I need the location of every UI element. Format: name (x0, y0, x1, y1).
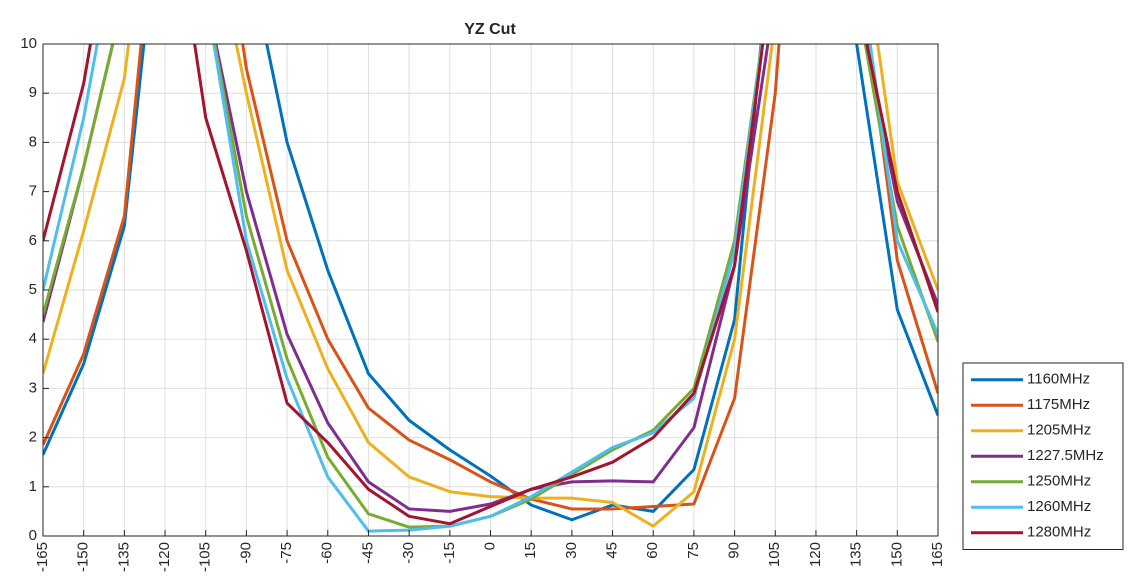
series-line (43, 44, 938, 522)
legend-label: 1205MHz (1027, 422, 1091, 439)
y-tick-label: 8 (29, 133, 37, 150)
series-line (43, 44, 938, 513)
y-tick-label: 6 (29, 232, 37, 249)
x-tick-label: -30 (400, 542, 417, 564)
x-tick-label: -90 (237, 542, 254, 564)
lines (43, 44, 938, 533)
x-tick-label: 135 (848, 542, 865, 567)
y-tick-label: 4 (29, 330, 37, 347)
series-line (43, 44, 938, 526)
x-tick-label: -120 (156, 542, 173, 572)
series-line (43, 44, 938, 533)
legend-label: 1250MHz (1027, 473, 1091, 490)
x-tick-label: -165 (34, 542, 51, 572)
legend-label: 1175MHz (1027, 396, 1090, 413)
x-tick-label: -105 (197, 542, 214, 572)
legend-label: 1160MHz (1027, 371, 1090, 388)
y-tick-label: 7 (29, 183, 37, 200)
y-tick-label: 5 (29, 281, 37, 298)
x-tick-label: -135 (115, 542, 132, 572)
y-tick-label: 9 (29, 84, 37, 101)
x-tick-label: 75 (685, 542, 702, 559)
x-tick-label: 30 (563, 542, 580, 559)
legend-label: 1260MHz (1027, 498, 1091, 515)
legend-label: 1280MHz (1027, 524, 1091, 541)
chart-title: YZ Cut (464, 21, 516, 38)
x-tick-label: 45 (604, 542, 621, 559)
x-tick-label: -60 (319, 542, 336, 564)
y-tick-label: 3 (29, 379, 37, 396)
y-tick-label: 0 (29, 527, 37, 544)
y-tick-label: 10 (20, 35, 37, 52)
x-tick-label: 105 (766, 542, 783, 567)
x-tick-label: 15 (522, 542, 539, 559)
y-tick-label: 2 (29, 429, 37, 446)
series-line (43, 44, 938, 528)
x-tick-label: -15 (441, 542, 458, 564)
x-tick-label: -150 (75, 542, 92, 572)
x-tick-label: -75 (278, 542, 295, 564)
x-tick-label: 165 (929, 542, 946, 567)
x-tick-label: 150 (888, 542, 905, 567)
legend: 1160MHz 1175MHz 1205MHz 1227.5MHz 1250MHz 126… (962, 362, 1124, 550)
x-tick-label: 120 (807, 542, 824, 567)
x-tick-label: 0 (481, 542, 498, 550)
y-tick-label: 1 (29, 478, 37, 495)
series-line (43, 44, 938, 511)
x-tick-label: 90 (726, 542, 743, 559)
x-tick-label: 60 (644, 542, 661, 559)
legend-label: 1227.5MHz (1027, 447, 1104, 464)
x-tick-label: -45 (359, 542, 376, 564)
